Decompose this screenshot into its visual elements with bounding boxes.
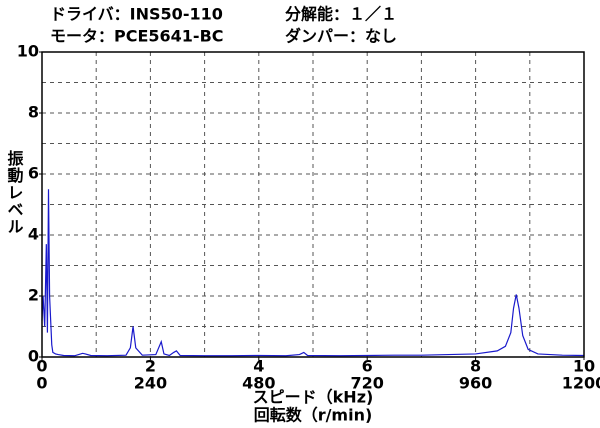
header-driver: ドライバ：INS50-110 — [50, 5, 223, 24]
y-axis-label: 振動レベル — [5, 149, 24, 235]
y-tick-label: 2 — [28, 286, 39, 305]
x2-tick-label: 0 — [36, 374, 47, 393]
header-motor: モータ：PCE5641-BC — [50, 27, 224, 46]
x2-tick-label: 480 — [242, 374, 275, 393]
x-tick-label: 8 — [470, 357, 481, 376]
header-resolution: 分解能：１／１ — [285, 5, 397, 24]
y-tick-label: 6 — [28, 164, 39, 183]
y-tick-label: 10 — [17, 42, 39, 61]
y-tick-label: 4 — [28, 225, 39, 244]
x-tick-label: 10 — [573, 357, 595, 376]
spectrum-line — [41, 189, 585, 357]
y-tick-label: 8 — [28, 103, 39, 122]
x2-tick-label: 240 — [134, 374, 167, 393]
x2-tick-label: 960 — [459, 374, 492, 393]
x2-tick-label: 1200 — [562, 374, 600, 393]
header-damper: ダンパー：なし — [285, 27, 397, 46]
x2-tick-label: 720 — [350, 374, 383, 393]
x2-axis-label: 回転数（r/min) — [254, 406, 373, 425]
x-tick-label: 4 — [253, 357, 264, 376]
x-tick-label: 0 — [36, 357, 47, 376]
y-tick-label: 0 — [28, 347, 39, 366]
x-tick-label: 2 — [145, 357, 156, 376]
plot-border — [41, 51, 585, 358]
x-axis-label: スピード（kHz) — [253, 388, 374, 407]
x-tick-label: 6 — [362, 357, 373, 376]
